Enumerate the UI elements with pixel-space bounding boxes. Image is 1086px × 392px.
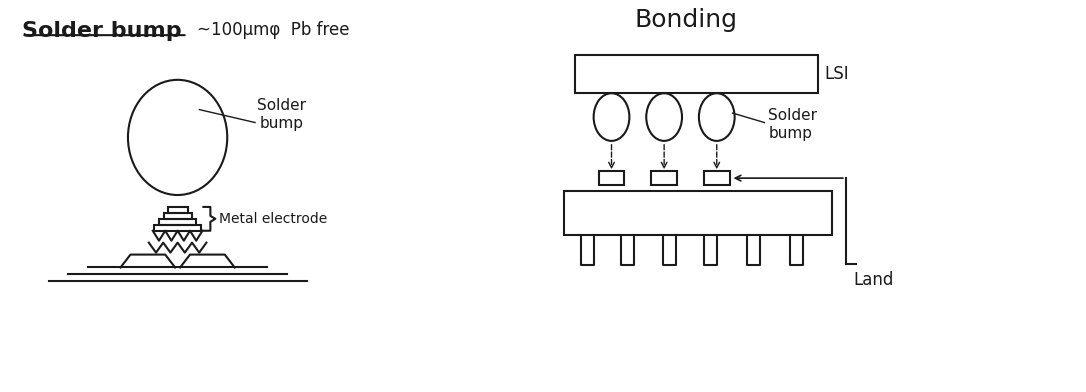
Bar — [164, 213, 191, 219]
Text: Land: Land — [854, 272, 894, 289]
Bar — [159, 219, 197, 225]
Text: ~100μmφ  Pb free: ~100μmφ Pb free — [198, 21, 350, 39]
Text: LSI: LSI — [824, 65, 848, 83]
Text: Metal electrode: Metal electrode — [219, 212, 328, 226]
Text: Solder bump: Solder bump — [22, 21, 181, 41]
Bar — [652, 171, 677, 185]
Bar — [574, 55, 818, 93]
Bar — [704, 171, 730, 185]
Bar — [167, 207, 188, 213]
Text: Bonding: Bonding — [634, 8, 737, 32]
Bar — [598, 171, 624, 185]
Text: Solder
bump: Solder bump — [257, 98, 306, 131]
Bar — [154, 225, 201, 231]
Bar — [564, 191, 832, 235]
Text: Solder
bump: Solder bump — [769, 108, 818, 141]
